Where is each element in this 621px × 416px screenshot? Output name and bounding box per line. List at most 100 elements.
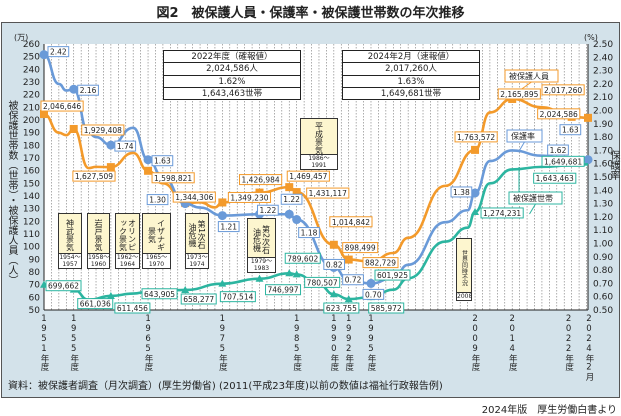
data-point-circle xyxy=(217,211,227,221)
y-tick-right: 0.80 xyxy=(593,266,613,276)
y-tick-right: 1.00 xyxy=(593,240,613,250)
data-label-text: 1,274,231 xyxy=(483,209,521,218)
data-point-triangle xyxy=(181,285,190,293)
data-label-box xyxy=(180,293,217,305)
data-point-square xyxy=(40,110,48,119)
data-label-text: 643,905 xyxy=(144,290,175,299)
y-tick-right: 0.70 xyxy=(593,279,613,289)
y-tick-right: 1.40 xyxy=(593,186,613,196)
data-label: 1,627,509 xyxy=(72,170,116,182)
data-label-box xyxy=(219,291,256,303)
data-point-circle xyxy=(470,188,480,198)
data-label: 1.22 xyxy=(257,204,279,216)
data-point-square xyxy=(292,188,301,197)
data-label-text: 898,499 xyxy=(345,244,376,253)
data-label-box xyxy=(368,302,405,314)
data-label: 1,643,463 xyxy=(533,172,577,184)
data-label-box xyxy=(298,227,320,239)
period-name: 世界同時不況 xyxy=(460,249,468,286)
period-name: 岩戸景気 xyxy=(94,219,103,251)
data-label: 1,469,457 xyxy=(286,170,330,182)
source-note: 資料：被保護者調査（月次調査）(厚生労働省) (2011(平成23年度)以前の数… xyxy=(8,381,443,392)
data-label-box xyxy=(45,280,82,292)
data-point-triangle xyxy=(285,269,294,277)
figure-title: 図2 被保護人員・保護率・被保護世帯数の年次推移 xyxy=(156,6,465,21)
period-name: 第1次石油危機 xyxy=(188,220,206,250)
y-tick-right: 2.00 xyxy=(593,107,613,117)
data-label: 1,344,306 xyxy=(172,191,216,203)
data-label: 0.72 xyxy=(342,274,364,286)
data-label-text: 1,763,572 xyxy=(457,133,495,142)
period-years: 1965〜1970 xyxy=(143,253,170,268)
data-label-text: 661,036 xyxy=(80,300,111,309)
data-label: 707,514 xyxy=(219,291,256,303)
data-label-box xyxy=(304,276,341,288)
legend-box xyxy=(508,191,563,205)
data-label-text: 1.30 xyxy=(149,196,166,205)
data-label: 1,349,230 xyxy=(227,191,272,203)
economic-period-box: オリンピック景気 1962〜1964 xyxy=(115,213,140,269)
y-tick-left: 60 xyxy=(29,293,41,303)
y-tick-left: 110 xyxy=(23,230,40,240)
data-label-box xyxy=(329,216,373,228)
data-label: 1.18 xyxy=(298,227,320,239)
data-label-text: 1.74 xyxy=(117,142,134,151)
data-label-text: 882,729 xyxy=(365,259,396,268)
y-tick-right: 0.90 xyxy=(593,253,613,263)
data-label-box xyxy=(284,252,321,264)
data-label-box xyxy=(362,288,385,300)
data-point-triangle xyxy=(329,290,338,298)
data-label-box xyxy=(537,108,581,120)
data-label-text: 0.72 xyxy=(345,276,362,285)
economic-period-box: イザナギ景気 1965〜1970 xyxy=(142,213,171,269)
y-tick-left: 90 xyxy=(29,255,41,265)
data-label: 643,905 xyxy=(141,288,178,300)
data-label-box xyxy=(286,170,330,182)
data-label: 746,997 xyxy=(265,284,302,296)
period-name: 平成景気 xyxy=(314,122,324,154)
data-label: 898,499 xyxy=(342,242,379,254)
data-label: 1.63 xyxy=(559,124,582,136)
data-point-square xyxy=(285,183,294,192)
data-label-box xyxy=(323,302,360,314)
period-years: 1962〜1964 xyxy=(116,253,139,268)
period-name: 第2次石油危機 xyxy=(252,224,271,255)
data-label-box xyxy=(40,100,84,112)
data-label: 2,046,646 xyxy=(40,100,84,112)
x-tick-label: 1951年度 xyxy=(39,314,49,371)
data-label-box xyxy=(172,191,216,203)
data-label-box xyxy=(533,172,577,184)
x-tick-label: 1992年度 xyxy=(343,314,354,371)
economic-period-box: 第2次石油危機 1979〜1983 xyxy=(247,218,276,273)
data-label: 623,755 xyxy=(323,302,360,314)
data-point-square xyxy=(144,166,153,175)
data-label: 699,662 xyxy=(45,280,82,292)
summary-row: 1.62% xyxy=(164,76,300,88)
data-label: 0.70 xyxy=(362,288,385,300)
y-tick-right: 0.50 xyxy=(593,306,613,316)
data-point-circle xyxy=(39,50,49,60)
data-label-text: 1,598,821 xyxy=(154,174,192,183)
data-label: 2,024,586 xyxy=(537,108,581,120)
data-point-square xyxy=(344,255,353,264)
x-tick-label: 2022年度 xyxy=(563,314,574,371)
data-point-circle xyxy=(143,155,153,165)
economic-period-box: 岩戸景気 1958〜1960 xyxy=(87,213,110,269)
y-tick-left: 140 xyxy=(23,192,40,202)
y-tick-right: 1.10 xyxy=(593,226,613,236)
data-label-text: 601,925 xyxy=(377,271,408,280)
y-tick-left: 80 xyxy=(29,268,41,278)
data-point-square xyxy=(218,198,227,207)
data-label-box xyxy=(362,257,399,269)
x-tick-label: 2014年度 xyxy=(507,314,518,371)
data-label-text: 746,997 xyxy=(268,286,299,295)
data-label: 2,165,895 xyxy=(497,88,541,100)
data-point-square xyxy=(329,240,338,249)
unit-right: (%) xyxy=(584,33,598,42)
x-tick-label: 1955年度 xyxy=(68,314,79,371)
data-label-box xyxy=(239,174,283,186)
period-name: イザナギ景気 xyxy=(147,219,166,251)
x-tick-label: 2009年度 xyxy=(470,314,481,371)
data-label-box xyxy=(47,46,70,58)
x-tick-label: 1995年度 xyxy=(365,314,376,371)
